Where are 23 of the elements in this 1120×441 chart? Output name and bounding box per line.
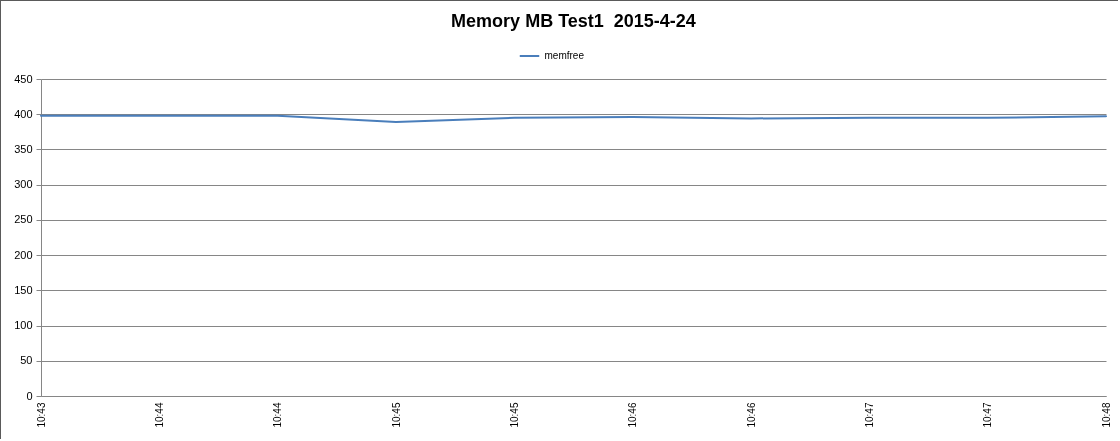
y-tick-label: 50 [20, 354, 33, 367]
x-tick-label: 10:46 [745, 402, 757, 428]
y-tick-label: 150 [14, 283, 33, 296]
y-tick-label: 400 [14, 107, 33, 120]
line-series [40, 114, 1107, 123]
y-tick-label: 350 [14, 142, 33, 155]
y-tick-label: 0 [26, 389, 33, 402]
x-tick-label: 10:44 [153, 402, 165, 428]
x-tick-label: 10:46 [627, 402, 639, 428]
x-tick-label: 10:44 [272, 402, 284, 428]
x-tick-label: 10:48 [1100, 402, 1112, 428]
x-tick-label: 10:47 [863, 402, 875, 428]
y-tick-label: 200 [14, 248, 33, 261]
chart-title: Memory MB Test1 2015-4-24 [451, 11, 696, 31]
x-tick-label: 10:47 [982, 402, 994, 428]
x-tick-label: 10:45 [508, 402, 520, 428]
x-tick-label: 10:45 [390, 402, 402, 428]
legend-label: memfree [544, 50, 585, 61]
y-tick-label: 100 [14, 319, 33, 332]
y-tick-label: 300 [14, 178, 33, 191]
y-tick-label: 450 [14, 72, 33, 85]
y-tick-label: 250 [14, 213, 33, 226]
x-tick-label: 10:43 [35, 402, 47, 428]
